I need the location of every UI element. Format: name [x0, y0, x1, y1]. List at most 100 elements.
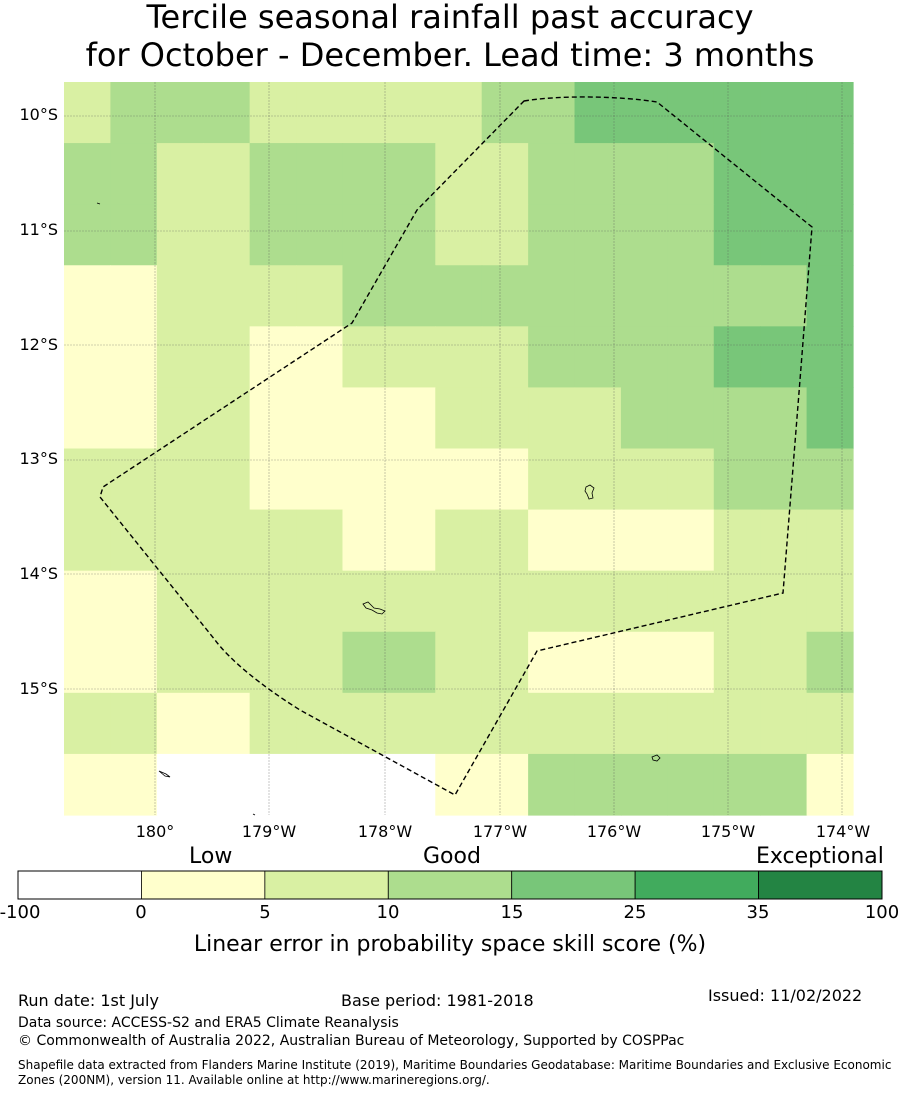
skill-cell: [64, 631, 112, 694]
skill-cell: [806, 509, 854, 572]
skill-cell: [667, 387, 715, 450]
skill-cell: [481, 326, 529, 389]
skill-cell: [296, 204, 344, 266]
colorbar-segments: [17, 870, 883, 900]
skill-cell: [528, 448, 576, 511]
skill-cell: [156, 448, 204, 511]
skill-cell: [110, 265, 158, 327]
skill-cell: [388, 692, 436, 755]
skill-cell: [667, 631, 715, 694]
skill-cell: [110, 631, 158, 694]
skill-cell: [713, 265, 761, 327]
skill-cell: [620, 448, 668, 511]
skill-cell: [249, 82, 297, 144]
skill-cell: [203, 143, 251, 205]
lon-label: 179°W: [241, 822, 297, 841]
skill-map: [64, 82, 854, 816]
skill-cell: [806, 387, 854, 450]
skill-cell: [296, 692, 344, 755]
skill-cell: [806, 570, 854, 633]
skill-cell: [64, 204, 112, 266]
skill-cell: [806, 82, 854, 144]
skill-cell: [806, 326, 854, 389]
skill-cell: [620, 82, 668, 144]
skill-cell: [760, 326, 808, 389]
colorbar-tick: 0: [135, 902, 147, 923]
island-outline: [584, 484, 595, 500]
skill-cell: [388, 326, 436, 389]
skill-cell: [64, 570, 112, 633]
skill-cell: [713, 692, 761, 755]
skill-cell: [249, 570, 297, 633]
skill-cell: [203, 82, 251, 144]
skill-cell: [388, 753, 436, 816]
skill-cell: [388, 265, 436, 327]
skill-cell: [435, 387, 483, 450]
skill-cell: [435, 204, 483, 266]
lat-label: 13°S: [19, 449, 58, 468]
skill-cell: [110, 82, 158, 144]
skill-cell: [342, 265, 390, 327]
skill-cell: [667, 753, 715, 816]
lat-label: 11°S: [19, 220, 58, 239]
skill-cell: [713, 570, 761, 633]
skill-cell: [806, 143, 854, 205]
skill-cell: [296, 570, 344, 633]
skill-cell: [806, 631, 854, 694]
skill-cell: [156, 631, 204, 694]
skill-cell: [388, 143, 436, 205]
skill-cell: [760, 753, 808, 816]
skill-cell: [435, 143, 483, 205]
skill-cell: [435, 570, 483, 633]
skill-cell: [760, 631, 808, 694]
island-outline: [362, 601, 386, 615]
skill-cell: [528, 204, 576, 266]
skill-cell: [760, 204, 808, 266]
lon-label: 177°W: [472, 822, 528, 841]
skill-cell: [249, 509, 297, 572]
skill-cell: [620, 631, 668, 694]
skill-cell: [342, 448, 390, 511]
skill-cell: [760, 82, 808, 144]
skill-cell: [64, 448, 112, 511]
skill-cell: [342, 570, 390, 633]
skill-cell: [713, 631, 761, 694]
skill-cell: [435, 631, 483, 694]
skill-cell: [342, 143, 390, 205]
skill-cell: [528, 509, 576, 572]
colorbar-segment: [758, 870, 883, 900]
skill-cell: [574, 509, 622, 572]
skill-cell: [435, 692, 483, 755]
skill-cell: [528, 387, 576, 450]
lon-label: 174°W: [815, 822, 871, 841]
skill-cell: [620, 265, 668, 327]
skill-cell: [64, 509, 112, 572]
skill-cell: [574, 448, 622, 511]
colorbar-word-good: Good: [423, 844, 481, 869]
skill-cell: [156, 326, 204, 389]
skill-cell: [713, 387, 761, 450]
skill-cell: [64, 692, 112, 755]
colorbar-frame: [17, 870, 883, 900]
skill-cell: [806, 448, 854, 511]
skill-cell: [342, 753, 390, 816]
skill-cell: [342, 82, 390, 144]
skill-cell: [110, 387, 158, 450]
skill-cell: [64, 753, 112, 816]
skill-cell: [481, 387, 529, 450]
skill-cell: [388, 509, 436, 572]
colorbar-segment: [511, 870, 636, 900]
skill-cell: [249, 448, 297, 511]
skill-cell: [667, 448, 715, 511]
lat-label: 15°S: [19, 679, 58, 698]
skill-cell: [156, 82, 204, 144]
skill-cell: [481, 265, 529, 327]
skill-cell: [481, 692, 529, 755]
skill-cell: [203, 448, 251, 511]
skill-cell: [296, 753, 344, 816]
skill-cell: [203, 509, 251, 572]
skill-cell: [249, 692, 297, 755]
skill-cell: [760, 570, 808, 633]
skill-cell: [203, 326, 251, 389]
skill-cell: [806, 753, 854, 816]
